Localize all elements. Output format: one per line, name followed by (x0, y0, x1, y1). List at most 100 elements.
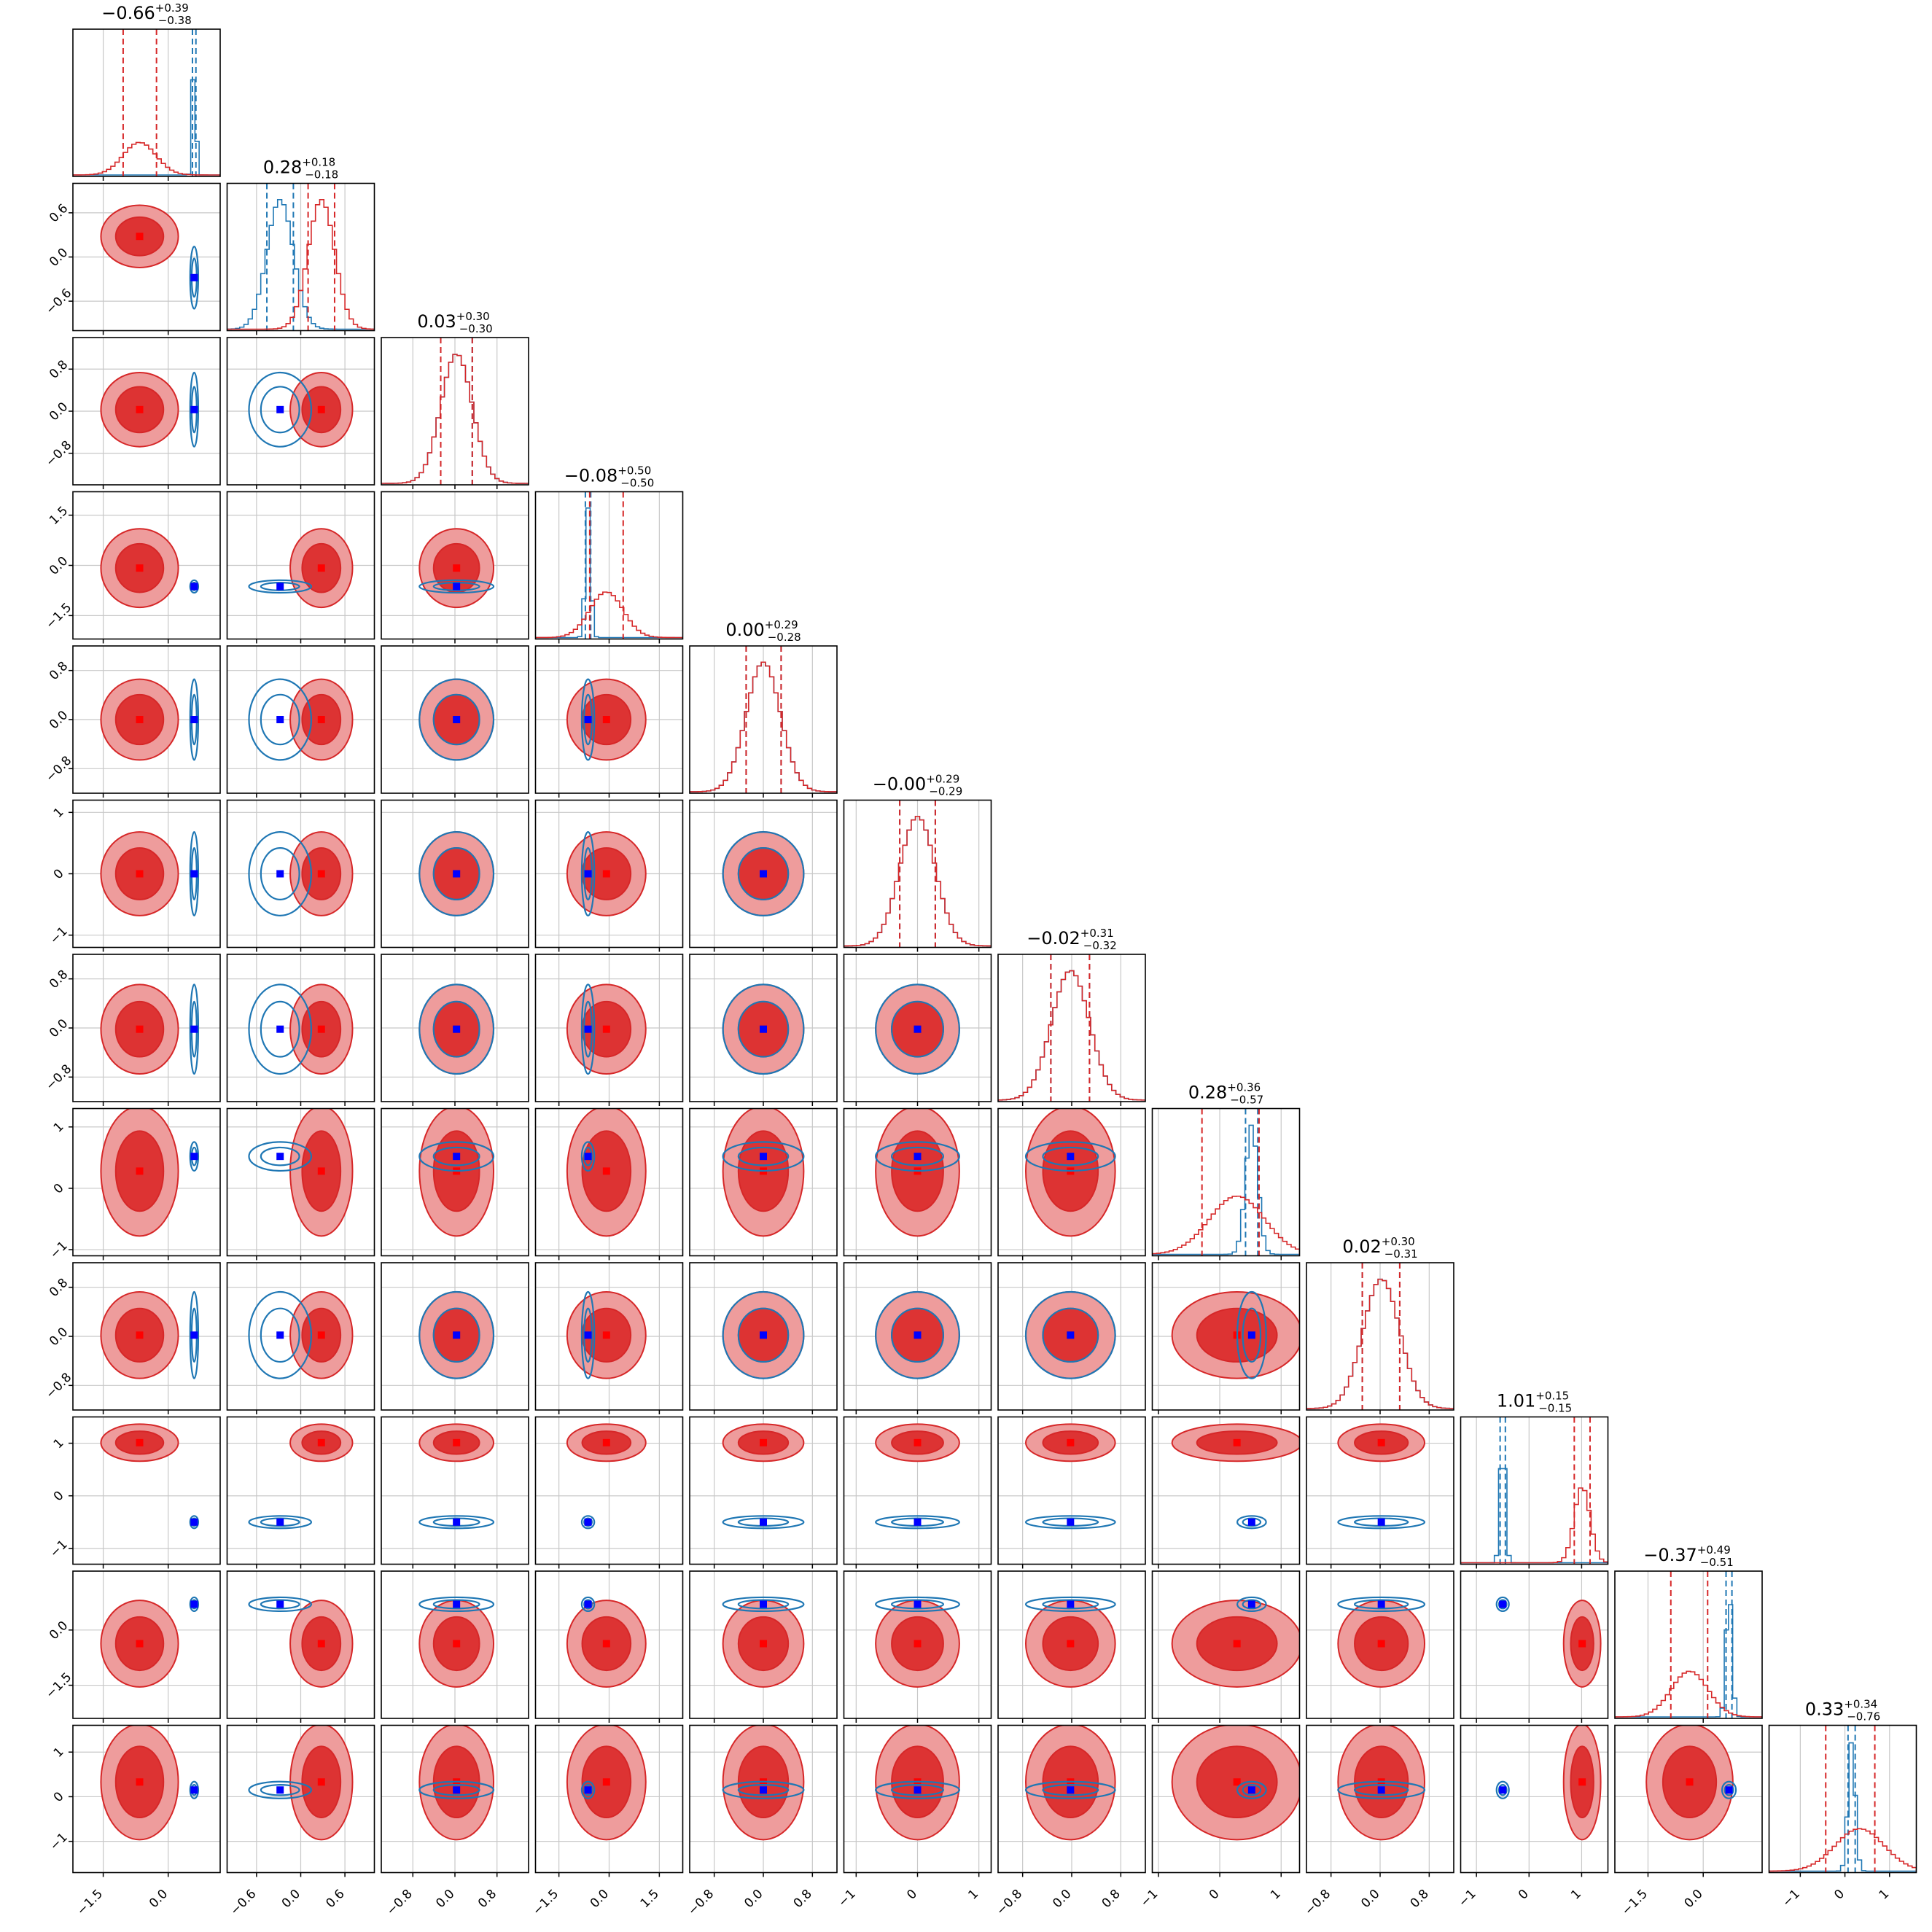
blue-contour-outer (580, 1515, 596, 1530)
contour-panel-11-6 (997, 1724, 1146, 1877)
panel-frame (72, 1570, 221, 1719)
histogram-panel-8 (1306, 1262, 1454, 1414)
blue-marker (1499, 1600, 1507, 1608)
blue-contour-outer (418, 678, 495, 761)
blue-marker (453, 1153, 461, 1161)
blue-marker (453, 1600, 461, 1608)
contour-panel-7-4 (689, 1107, 838, 1261)
blue-contour-inner (1042, 1307, 1099, 1363)
x-tick-label: 0 (904, 1887, 920, 1903)
blue-contour-inner (432, 581, 480, 591)
contour-panel-10-1 (226, 1570, 375, 1723)
blue-contour-outer (580, 1780, 596, 1799)
contour-panel-5-4 (689, 799, 838, 952)
grid (381, 491, 529, 639)
blue-contour-inner (1497, 1784, 1508, 1796)
param-title: −0.08+0.50 −0.50 (564, 464, 654, 490)
blue-marker (760, 1331, 767, 1339)
contour-panel-10-5 (843, 1570, 992, 1723)
blue-marker (1499, 1786, 1507, 1794)
contour-panel-6-1 (226, 954, 375, 1106)
blue-contour-outer (722, 1596, 805, 1613)
contour-panel-7-0 (72, 1107, 221, 1261)
red-marker (602, 1640, 610, 1648)
blue-marker (453, 1025, 461, 1033)
contour-panel-10-4 (689, 1570, 838, 1723)
histogram-line (73, 79, 220, 176)
y-tick-label: 0.8 (47, 659, 71, 683)
blue-contour-inner (737, 1307, 790, 1363)
red-marker (1233, 1640, 1241, 1648)
contour-panel-11-9 (1460, 1724, 1609, 1877)
red-marker (317, 1025, 325, 1033)
panel-frame (1151, 1107, 1301, 1257)
param-title: 0.02+0.30 −0.31 (1342, 1235, 1417, 1261)
contour-panel-7-2 (381, 1107, 529, 1261)
red-marker (453, 1640, 461, 1648)
contour-panel-11-0 (72, 1724, 221, 1877)
contour-panel-11-10 (1614, 1724, 1763, 1877)
grid (1331, 1263, 1430, 1410)
blue-marker (584, 1600, 592, 1608)
panel-frame (1460, 1570, 1609, 1719)
y-tick-label: 1 (51, 1120, 67, 1136)
blue-marker (1377, 1600, 1385, 1608)
blue-contour-inner (1242, 1307, 1262, 1363)
contour-panel-2-1 (226, 337, 375, 489)
y-tick-label: 0 (51, 1789, 67, 1805)
contour-panel-5-0 (72, 799, 221, 952)
blue-contour-outer (248, 831, 313, 916)
contour-panel-6-0 (72, 954, 221, 1106)
param-title: 0.33+0.34 −0.76 (1805, 1698, 1880, 1723)
blue-contour-outer (580, 1141, 596, 1172)
x-tick-label: 0.6 (323, 1887, 347, 1911)
contour-panel-2-0 (72, 337, 221, 489)
contour-panel-6-2 (381, 954, 529, 1106)
blue-contour-outer (1721, 1780, 1737, 1799)
blue-contour-inner (583, 693, 593, 746)
red-marker (760, 1438, 767, 1446)
blue-marker (1247, 1600, 1255, 1608)
y-tick-label: 0.0 (47, 708, 71, 732)
blue-contour-outer (1495, 1596, 1510, 1613)
red-marker (453, 564, 461, 572)
blue-contour-inner (260, 1307, 300, 1363)
red-marker (1233, 1438, 1241, 1446)
blue-contour-inner (260, 1784, 300, 1796)
panel-frame (72, 1724, 221, 1874)
blue-contour-inner (1242, 1517, 1262, 1527)
blue-contour-outer (1337, 1780, 1426, 1799)
x-tick-label: 0.8 (791, 1887, 815, 1911)
y-tick-label: −1 (47, 1830, 71, 1853)
blue-contour-outer (189, 1290, 200, 1379)
x-tick-label: −1 (835, 1887, 859, 1910)
x-tick-label: −0.8 (994, 1887, 1025, 1918)
red-marker (1377, 1438, 1385, 1446)
blue-contour-inner (260, 386, 300, 434)
y-tick-label: 0 (51, 1489, 67, 1505)
contour-panel-11-8 (1306, 1724, 1454, 1877)
param-title: −0.02+0.31 −0.32 (1027, 927, 1116, 952)
y-tick-label: 1 (51, 1436, 67, 1452)
blue-contour-outer (418, 1596, 495, 1613)
param-title: 0.00+0.29 −0.28 (725, 618, 801, 644)
blue-contour-outer (722, 1141, 805, 1172)
blue-contour-inner (737, 1517, 790, 1527)
x-tick-label: −1 (1138, 1887, 1161, 1910)
x-tick-label: −1.5 (1619, 1887, 1651, 1918)
blue-contour-outer (189, 1596, 200, 1613)
blue-contour-outer (418, 831, 495, 916)
contour-panel-5-3 (534, 799, 684, 952)
panel-frame (1614, 1570, 1763, 1719)
blue-marker (584, 716, 592, 723)
blue-contour-outer (875, 983, 960, 1075)
blue-marker (453, 870, 461, 878)
x-tick-label: 1.5 (638, 1887, 662, 1911)
blue-marker (760, 870, 767, 878)
contour-panel-11-4 (689, 1724, 838, 1877)
grid (1022, 954, 1121, 1102)
contour-panel-9-1 (226, 1416, 375, 1569)
red-marker (602, 1438, 610, 1446)
blue-marker (760, 1518, 767, 1526)
contour-panel-8-7 (1151, 1262, 1301, 1414)
